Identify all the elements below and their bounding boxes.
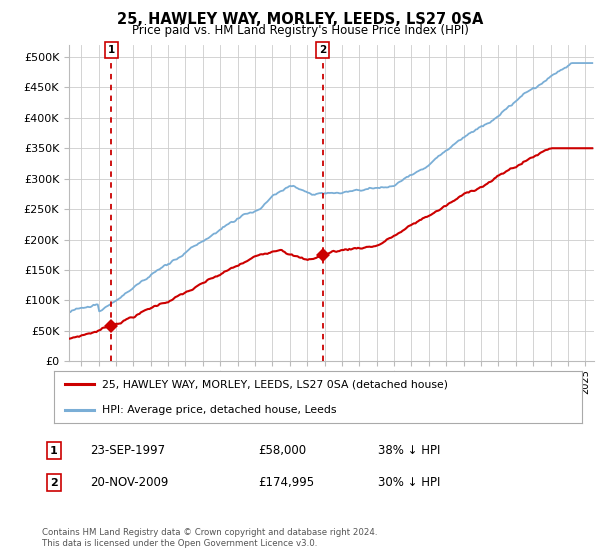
Text: £174,995: £174,995 xyxy=(258,476,314,489)
Text: 30% ↓ HPI: 30% ↓ HPI xyxy=(378,476,440,489)
Text: 2: 2 xyxy=(50,478,58,488)
Text: 38% ↓ HPI: 38% ↓ HPI xyxy=(378,444,440,458)
Text: 2: 2 xyxy=(319,45,326,55)
Text: £58,000: £58,000 xyxy=(258,444,306,458)
Text: Price paid vs. HM Land Registry's House Price Index (HPI): Price paid vs. HM Land Registry's House … xyxy=(131,24,469,37)
Text: 1: 1 xyxy=(50,446,58,456)
Text: Contains HM Land Registry data © Crown copyright and database right 2024.
This d: Contains HM Land Registry data © Crown c… xyxy=(42,528,377,548)
Text: 25, HAWLEY WAY, MORLEY, LEEDS, LS27 0SA: 25, HAWLEY WAY, MORLEY, LEEDS, LS27 0SA xyxy=(117,12,483,27)
Text: HPI: Average price, detached house, Leeds: HPI: Average price, detached house, Leed… xyxy=(101,405,336,415)
Text: 20-NOV-2009: 20-NOV-2009 xyxy=(90,476,169,489)
Text: 25, HAWLEY WAY, MORLEY, LEEDS, LS27 0SA (detached house): 25, HAWLEY WAY, MORLEY, LEEDS, LS27 0SA … xyxy=(101,379,448,389)
Text: 1: 1 xyxy=(107,45,115,55)
Text: 23-SEP-1997: 23-SEP-1997 xyxy=(90,444,165,458)
